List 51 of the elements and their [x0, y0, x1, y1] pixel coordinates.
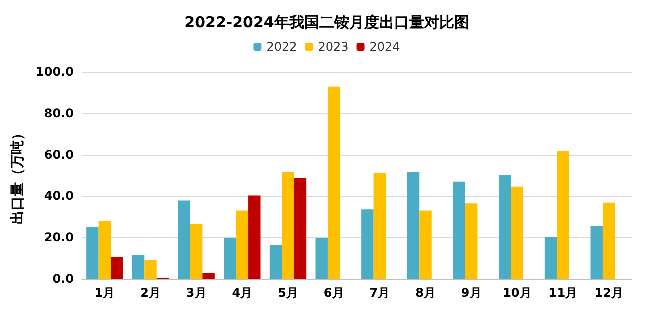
x-tick-label: 4月 [232, 286, 253, 300]
x-tick-label: 6月 [324, 286, 344, 300]
bar [557, 151, 570, 279]
legend-label: 2023 [318, 40, 349, 54]
y-tick-label: 80.0 [44, 106, 74, 120]
y-tick-label: 60.0 [44, 148, 74, 162]
bar [111, 257, 124, 279]
bar [248, 196, 261, 279]
bar [374, 173, 386, 279]
bar [511, 186, 524, 279]
bar [132, 255, 145, 279]
y-axis-title: 出口量（万吨） [10, 126, 26, 224]
legend-label: 2024 [370, 40, 400, 54]
x-tick-label: 10月 [503, 286, 532, 300]
x-tick-label: 9月 [461, 286, 482, 300]
bar [602, 202, 616, 279]
bar [86, 227, 99, 279]
bar [236, 210, 249, 279]
bar [420, 210, 432, 279]
bar [202, 272, 215, 279]
x-tick-label: 12月 [594, 286, 624, 300]
bar [190, 224, 203, 279]
x-tick-label: 5月 [278, 286, 298, 300]
bar [294, 178, 307, 279]
y-tick-label: 100.0 [36, 65, 74, 79]
x-tick-label: 11月 [548, 286, 578, 300]
y-tick-label: 40.0 [44, 189, 74, 204]
legend-label: 2022 [266, 40, 298, 54]
bar [544, 237, 558, 279]
bar [453, 182, 466, 279]
chart-title: 2022-2024年我国二铵月度出口量对比图 [184, 14, 470, 32]
bar [224, 238, 236, 279]
x-tick-label: 3月 [186, 286, 207, 300]
bar [407, 172, 420, 279]
bar [316, 238, 328, 279]
bar [98, 221, 112, 279]
x-tick-label: 7月 [370, 286, 390, 300]
bar [465, 204, 478, 279]
bar [499, 175, 512, 279]
x-tick-label: 1月 [94, 286, 116, 300]
bar [590, 226, 603, 279]
y-tick-label: 20.0 [44, 230, 74, 245]
bar [144, 260, 157, 279]
x-tick-label: 8月 [416, 286, 436, 300]
x-tick-label: 2月 [140, 286, 161, 300]
bar [362, 210, 374, 279]
bar [270, 245, 282, 279]
bar [328, 86, 340, 279]
bar [282, 172, 294, 279]
y-tick-label: 0.0 [52, 272, 74, 286]
bar [178, 200, 190, 279]
